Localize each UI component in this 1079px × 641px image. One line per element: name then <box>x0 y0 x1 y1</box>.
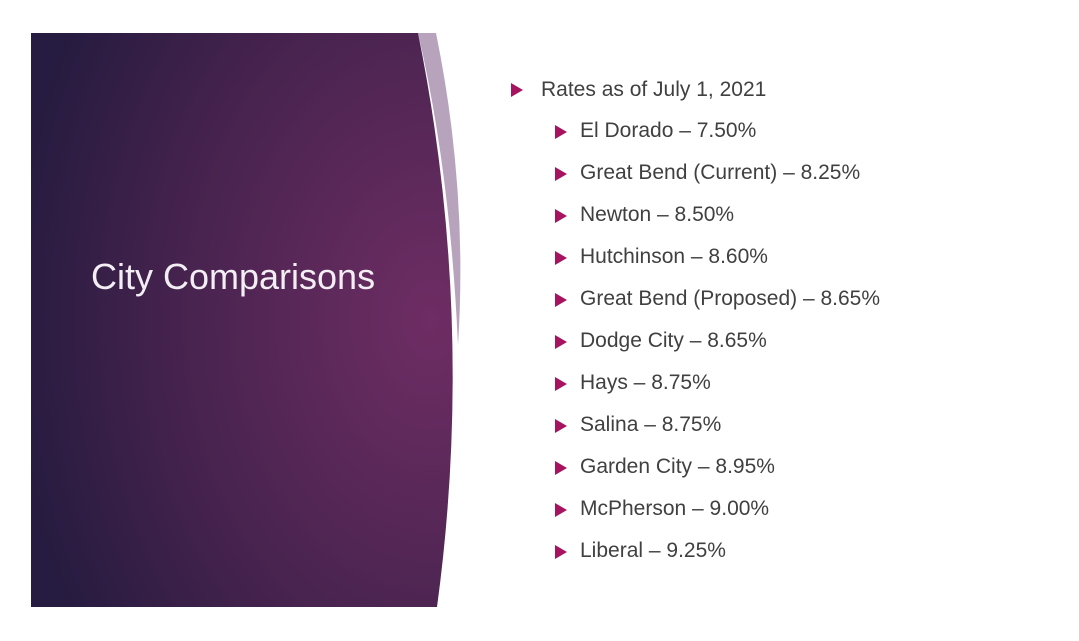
bullet-item: McPherson – 9.00% <box>580 497 770 520</box>
bullet-heading: Rates as of July 1, 2021 <box>541 78 767 101</box>
accent-band <box>418 33 461 345</box>
bullet-marker <box>555 125 567 139</box>
title-panel <box>31 33 453 607</box>
bullet-marker <box>555 167 567 181</box>
bullet-item: Salina – 8.75% <box>580 413 722 436</box>
bullet-item: Garden City – 8.95% <box>580 455 775 478</box>
bullet-marker <box>555 419 567 433</box>
bullet-item: Newton – 8.50% <box>580 203 735 226</box>
bullet-item: Liberal – 9.25% <box>580 539 726 562</box>
bullet-marker <box>555 335 567 349</box>
bullet-marker <box>511 83 523 97</box>
bullet-marker <box>555 293 567 307</box>
bullet-marker <box>555 209 567 223</box>
bullet-item: Great Bend (Proposed) – 8.65% <box>580 287 881 310</box>
bullet-item: El Dorado – 7.50% <box>580 119 757 142</box>
bullet-item: Hays – 8.75% <box>580 371 711 394</box>
bullet-item: Dodge City – 8.65% <box>580 329 767 352</box>
bullet-marker <box>555 545 567 559</box>
slide-title: City Comparisons <box>91 256 376 297</box>
bullet-marker <box>555 377 567 391</box>
bullet-marker <box>555 251 567 265</box>
bullet-item: Great Bend (Current) – 8.25% <box>580 161 861 184</box>
bullet-marker <box>555 503 567 517</box>
bullet-marker <box>555 461 567 475</box>
bullet-item: Hutchinson – 8.60% <box>580 245 768 268</box>
